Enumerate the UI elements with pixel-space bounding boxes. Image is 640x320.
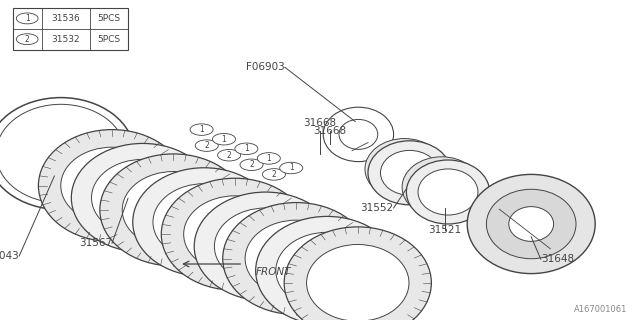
Text: 2: 2 bbox=[227, 151, 232, 160]
Circle shape bbox=[212, 133, 236, 145]
Text: 31521: 31521 bbox=[428, 225, 461, 236]
Text: F06903: F06903 bbox=[246, 62, 285, 72]
Circle shape bbox=[190, 124, 213, 135]
Text: 2: 2 bbox=[271, 170, 276, 179]
Text: 5PCS: 5PCS bbox=[97, 35, 120, 44]
Circle shape bbox=[240, 159, 263, 171]
Ellipse shape bbox=[245, 220, 348, 297]
Ellipse shape bbox=[92, 159, 194, 236]
Ellipse shape bbox=[38, 130, 186, 242]
Circle shape bbox=[257, 153, 280, 164]
Ellipse shape bbox=[161, 178, 308, 290]
Ellipse shape bbox=[61, 147, 163, 224]
Text: 1: 1 bbox=[244, 144, 249, 153]
FancyBboxPatch shape bbox=[13, 8, 128, 50]
Text: F10043: F10043 bbox=[0, 251, 19, 261]
Ellipse shape bbox=[71, 143, 214, 252]
Ellipse shape bbox=[223, 203, 370, 315]
Ellipse shape bbox=[368, 141, 451, 205]
Ellipse shape bbox=[509, 207, 554, 241]
Ellipse shape bbox=[0, 98, 134, 210]
Ellipse shape bbox=[194, 192, 337, 301]
Ellipse shape bbox=[467, 174, 595, 274]
Ellipse shape bbox=[365, 139, 444, 199]
Text: 31532: 31532 bbox=[51, 35, 80, 44]
Ellipse shape bbox=[284, 227, 431, 320]
Text: 1: 1 bbox=[199, 125, 204, 134]
Text: 1: 1 bbox=[289, 164, 294, 172]
Text: 31552: 31552 bbox=[360, 203, 394, 213]
Ellipse shape bbox=[402, 157, 481, 218]
Text: 31536: 31536 bbox=[51, 14, 80, 23]
Ellipse shape bbox=[0, 104, 125, 203]
Circle shape bbox=[16, 13, 38, 24]
Ellipse shape bbox=[323, 107, 394, 162]
Ellipse shape bbox=[132, 168, 276, 276]
Text: 2: 2 bbox=[249, 160, 254, 169]
Circle shape bbox=[16, 34, 38, 45]
Ellipse shape bbox=[184, 196, 286, 273]
Ellipse shape bbox=[486, 189, 576, 259]
Circle shape bbox=[262, 169, 285, 180]
Circle shape bbox=[235, 143, 258, 155]
Text: FRONT: FRONT bbox=[256, 267, 291, 277]
Text: 31668: 31668 bbox=[303, 118, 337, 128]
Ellipse shape bbox=[214, 208, 317, 285]
Text: 31648: 31648 bbox=[541, 254, 574, 264]
Text: 1: 1 bbox=[221, 135, 227, 144]
Circle shape bbox=[280, 162, 303, 174]
Ellipse shape bbox=[276, 232, 378, 309]
Text: 5PCS: 5PCS bbox=[97, 14, 120, 23]
Circle shape bbox=[195, 140, 218, 151]
Text: 1: 1 bbox=[25, 14, 29, 23]
Text: A167001061: A167001061 bbox=[574, 305, 627, 314]
Text: 2: 2 bbox=[204, 141, 209, 150]
Circle shape bbox=[218, 149, 241, 161]
Text: 2: 2 bbox=[25, 35, 29, 44]
Ellipse shape bbox=[100, 154, 247, 266]
Ellipse shape bbox=[153, 184, 255, 260]
Text: 31668: 31668 bbox=[313, 126, 346, 136]
Text: 31567: 31567 bbox=[79, 238, 112, 248]
Ellipse shape bbox=[307, 244, 409, 320]
Ellipse shape bbox=[255, 216, 399, 320]
Ellipse shape bbox=[380, 150, 439, 195]
Ellipse shape bbox=[122, 172, 225, 248]
Text: 1: 1 bbox=[266, 154, 271, 163]
Ellipse shape bbox=[339, 119, 378, 149]
Ellipse shape bbox=[406, 160, 490, 224]
Ellipse shape bbox=[418, 169, 478, 215]
